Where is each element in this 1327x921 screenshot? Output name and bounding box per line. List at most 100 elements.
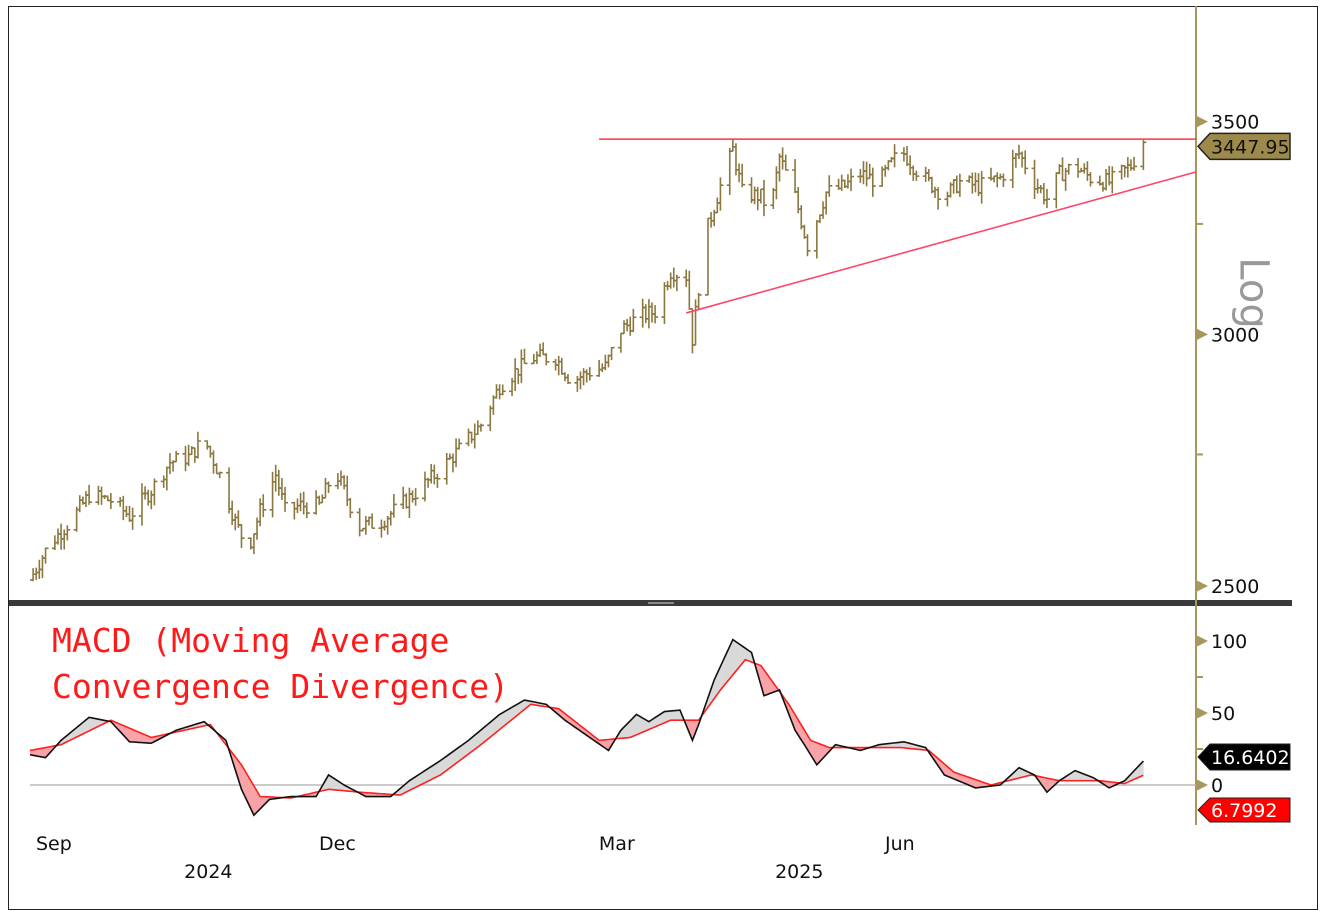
price-bar (779, 147, 786, 170)
price-bar (347, 497, 354, 518)
price-bar (1053, 172, 1060, 209)
price-bar (944, 191, 951, 207)
price-bar (120, 495, 127, 521)
price-bar (630, 308, 637, 332)
price-bar (972, 172, 979, 193)
price-bar (499, 384, 506, 396)
price-bar (530, 353, 537, 365)
price-bar (708, 212, 715, 228)
pane-resize-handle[interactable] (648, 602, 674, 604)
macd-fill-segment (42, 747, 46, 758)
price-bar (751, 186, 758, 205)
month-label: Mar (599, 833, 635, 855)
price-bar (642, 304, 649, 324)
price-bar (474, 420, 481, 436)
year-label: 2024 (184, 861, 232, 883)
price-bar (714, 197, 721, 214)
last-price-badge (1196, 132, 1291, 161)
price-bar (453, 438, 460, 468)
price-bar (558, 357, 565, 375)
price-bar (191, 447, 198, 463)
price-bar (493, 384, 500, 399)
price-bar (773, 166, 780, 200)
price-bar (932, 186, 939, 198)
price-bar (882, 164, 889, 177)
price-bar (1124, 157, 1131, 178)
chart-frame (8, 6, 1318, 910)
macd-value-label: 16.6402 (1211, 747, 1290, 769)
price-bar (322, 477, 329, 499)
price-bar (471, 423, 478, 449)
price-bar (798, 205, 805, 230)
price-bar (1009, 149, 1016, 189)
price-bar (608, 346, 615, 361)
price-bar (907, 155, 914, 176)
price-bar (1103, 168, 1110, 191)
signal-value-label: 6.7992 (1211, 800, 1277, 822)
price-bar (667, 272, 674, 289)
price-bar (891, 144, 898, 168)
price-bar (443, 453, 450, 485)
month-label: Jun (884, 833, 915, 855)
price-bar (291, 501, 298, 520)
price-bar (1059, 157, 1066, 182)
macd-tick-label: 100 (1211, 631, 1247, 653)
price-bar (776, 153, 783, 182)
price-bar (838, 174, 845, 192)
price-tick-mark (1196, 115, 1208, 128)
price-bar (1043, 188, 1050, 209)
price-bar (107, 492, 114, 510)
price-bar (689, 307, 696, 354)
price-bar (341, 475, 348, 490)
price-bar (303, 502, 310, 519)
price-bar (269, 471, 276, 518)
macd-tick-mark (1196, 635, 1208, 647)
price-bar (173, 450, 180, 463)
price-bar (421, 471, 428, 502)
price-bar (213, 463, 220, 475)
macd-tick-mark (1196, 707, 1208, 719)
price-bar (757, 188, 764, 204)
macd-title: MACD (Moving Average Convergence Diverge… (52, 618, 509, 710)
price-bar (586, 367, 593, 381)
price-bar (76, 495, 83, 513)
price-bar (686, 270, 693, 310)
price-bar (627, 316, 634, 336)
price-bar (434, 473, 441, 488)
price-tick-mark (1196, 328, 1208, 341)
price-bar (645, 299, 652, 329)
price-bar (129, 507, 136, 530)
price-bar (792, 159, 799, 194)
price-bar (1037, 185, 1044, 194)
price-bar (978, 170, 985, 204)
price-bar (515, 368, 522, 385)
price-bar (400, 486, 407, 509)
price-bar (969, 172, 976, 194)
price-bar (238, 524, 245, 548)
macd-fill-segment (673, 710, 678, 721)
price-bar (1118, 164, 1125, 180)
price-bar (848, 168, 855, 192)
price-bar (151, 478, 158, 506)
price-bar (148, 490, 155, 510)
log-scale-label[interactable]: Log (1230, 257, 1277, 329)
price-bar (869, 167, 876, 197)
price-bar (1140, 140, 1147, 171)
price-bar (95, 485, 102, 505)
price-bar (216, 471, 223, 479)
price-bar (1022, 150, 1029, 175)
price-bar (673, 274, 680, 292)
price-bar (126, 506, 133, 522)
price-bar (431, 464, 438, 485)
price-bar (543, 353, 550, 366)
price-bar (272, 464, 279, 492)
price-bar (726, 147, 733, 195)
price-bar (456, 438, 463, 450)
price-bar (117, 497, 124, 507)
price-bar (477, 423, 484, 432)
macd-fill-segment (39, 747, 43, 758)
price-bar (935, 187, 942, 210)
price-bar (210, 450, 217, 474)
price-bar (617, 332, 624, 353)
price-bar (950, 179, 957, 194)
